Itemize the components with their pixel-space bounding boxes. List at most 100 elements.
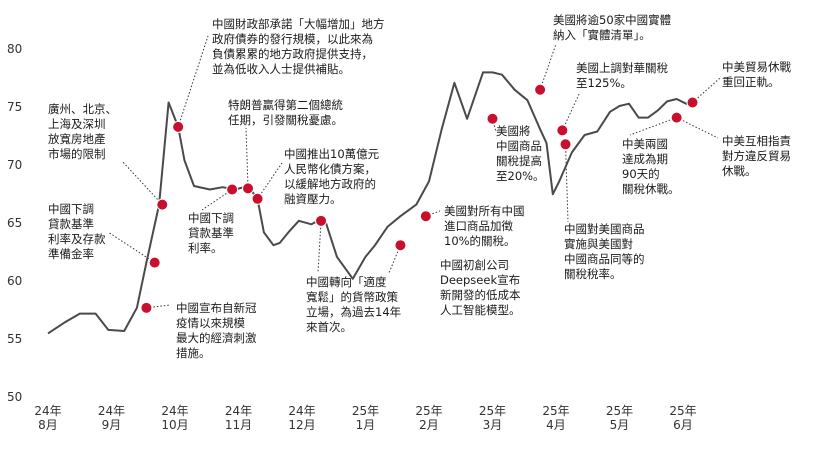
annotation-line: 關稅提高 xyxy=(496,154,542,168)
annotation-leader-line xyxy=(388,245,401,274)
x-tick-label: 25年 xyxy=(352,404,379,418)
annotation-leader-line xyxy=(492,118,497,133)
annotation-line: 以緩解地方政府的 xyxy=(284,177,376,191)
annotation-line: 來首次。 xyxy=(306,320,352,334)
annotations: 中國宣布自新冠疫情以來規模最大的經濟刺激措施。 中國下調貸款基準利率及存款準備金率… xyxy=(48,13,791,360)
annotation-line: 上海及深圳 xyxy=(48,117,106,131)
annotation-line: 放寬房地產 xyxy=(48,132,106,146)
annotation-leader-line xyxy=(257,162,283,200)
annotation-line: 休戰。 xyxy=(722,164,757,178)
annotation-leader-line xyxy=(425,210,441,217)
annotation-line: 準備金率 xyxy=(48,247,94,261)
annotation-text: 廣州、北京、上海及深圳放寬房地產市場的限制 xyxy=(48,102,117,161)
annotation-line: 政府債券的發行規模，以此來為 xyxy=(212,32,373,46)
event-marker xyxy=(556,124,569,137)
y-tick-label: 80 xyxy=(7,42,22,56)
annotation-text: 中國對美國商品實施與美國對中國商品同等的關稅稅率。 xyxy=(564,222,645,281)
annotation-text: 中國轉向「適度寬鬆」的貨幣政策立場，為過去14年來首次。 xyxy=(306,275,401,334)
annotation-line: 中國推出10萬億元 xyxy=(284,147,380,161)
annotation-line: 進口商品加徵 xyxy=(444,219,513,233)
x-tick-label: 24年 xyxy=(161,404,188,418)
annotation-line: 並為低收入人士提供補貼。 xyxy=(212,62,350,76)
annotation-leader-line xyxy=(539,43,557,90)
annotation-line: 疫情以來規模 xyxy=(176,316,245,330)
annotation-line: 美國將逾50家中國實體 xyxy=(553,13,671,27)
event-marker xyxy=(534,83,547,96)
y-axis: 50 55 60 65 70 75 80 xyxy=(7,42,22,404)
annotation-text: 中國財政部承諾「大幅增加」地方政府債券的發行規模，以此來為負債累累的地方政府提供… xyxy=(212,17,385,76)
event-marker xyxy=(686,96,699,109)
x-tick-label: 25年 xyxy=(415,404,442,418)
annotation-line: 達成為期 xyxy=(622,152,668,166)
event-marker xyxy=(226,183,239,196)
annotation-line: 中國財政部承諾「大幅增加」地方 xyxy=(212,17,385,31)
annotation-leader-line xyxy=(629,117,677,136)
annotation-line: 任期，引發關稅憂慮。 xyxy=(228,113,343,127)
annotation-leader-line xyxy=(201,189,233,211)
annotation-line: 中美貿易休戰 xyxy=(722,60,791,74)
annotation-line: 特朗普贏得第二個總統 xyxy=(228,98,343,112)
annotation-line: 市場的限制 xyxy=(48,147,106,161)
annotation-leader-line xyxy=(121,160,163,205)
y-tick-label: 70 xyxy=(7,158,22,172)
annotation-text: 中國宣布自新冠疫情以來規模最大的經濟刺激措施。 xyxy=(176,301,257,360)
annotation-line: 中國下調 xyxy=(188,211,234,225)
annotation-line: 貸款基準 xyxy=(48,217,94,231)
annotation-line: 美國對所有中國 xyxy=(444,204,525,218)
annotation-leader-line xyxy=(676,117,719,139)
x-tick-label: 3月 xyxy=(483,418,503,432)
event-marker xyxy=(394,239,407,252)
annotation-text: 中國下調貸款基準利率。 xyxy=(188,211,234,255)
x-tick-label: 4月 xyxy=(546,418,566,432)
series-line xyxy=(47,71,693,335)
x-tick-label: 9月 xyxy=(102,418,122,432)
annotation-leader-line xyxy=(245,127,249,189)
annotation-line: 人工智能模型。 xyxy=(440,303,521,317)
annotation-line: 納入「實體清單」。 xyxy=(553,28,651,42)
x-tick-label: 5月 xyxy=(610,418,630,432)
annotation-leader-line xyxy=(317,220,322,274)
annotation-line: 寬鬆」的貨幣政策 xyxy=(306,290,398,304)
annotation-line: 中國對美國商品 xyxy=(564,222,645,236)
annotation-line: 關稅休戰。 xyxy=(622,182,680,196)
annotation-text: 美國對所有中國進口商品加徵 10%的關稅。 xyxy=(444,204,525,248)
annotation-leader-line xyxy=(561,91,581,131)
x-tick-label: 24年 xyxy=(225,404,252,418)
annotation-leader-line xyxy=(107,231,155,264)
annotation-leaders xyxy=(107,35,721,309)
annotation-line: 利率。 xyxy=(188,241,223,255)
event-marker xyxy=(156,198,169,211)
annotation-line: 美國上調對華關稅 xyxy=(576,61,668,75)
annotation-text: 中國下調貸款基準利率及存款準備金率 xyxy=(48,202,106,261)
event-marker xyxy=(486,112,499,125)
annotation-line: 至20%。 xyxy=(496,169,545,183)
x-tick-label: 10月 xyxy=(161,418,188,432)
annotation-line: 至125%。 xyxy=(576,76,632,90)
annotation-line: 融資壓力。 xyxy=(284,192,342,206)
annotation-text: 美國將逾50家中國實體納入「實體清單」。 xyxy=(553,13,671,42)
event-markers xyxy=(140,83,699,314)
annotation-line: 10%的關稅。 xyxy=(444,234,516,248)
annotation-line: 廣州、北京、 xyxy=(48,102,117,116)
y-tick-label: 55 xyxy=(7,332,22,346)
annotation-line: Deepseek宣布 xyxy=(440,273,520,287)
x-tick-label: 8月 xyxy=(38,418,58,432)
annotation-text: 特朗普贏得第二個總統任期，引發關稅憂慮。 xyxy=(228,98,343,127)
x-tick-label: 25年 xyxy=(479,404,506,418)
annotation-leader-line xyxy=(692,77,721,103)
x-tick-label: 24年 xyxy=(288,404,315,418)
annotation-line: 措施。 xyxy=(176,346,211,360)
event-marker xyxy=(140,301,153,314)
event-marker xyxy=(148,256,161,269)
event-marker xyxy=(315,214,328,227)
annotation-line: 中美兩國 xyxy=(622,137,668,151)
event-marker xyxy=(670,111,683,124)
annotation-text: 中國初創公司 Deepseek宣布新開發的低成本人工智能模型。 xyxy=(440,258,521,317)
x-tick-label: 6月 xyxy=(673,418,693,432)
series-layer xyxy=(47,71,693,335)
annotation-line: 中國宣布自新冠 xyxy=(176,301,257,315)
annotation-line: 關稅稅率。 xyxy=(564,267,622,281)
annotation-line: 對方違反貿易 xyxy=(722,149,791,163)
event-marker xyxy=(559,138,572,151)
x-tick-label: 25年 xyxy=(669,404,696,418)
